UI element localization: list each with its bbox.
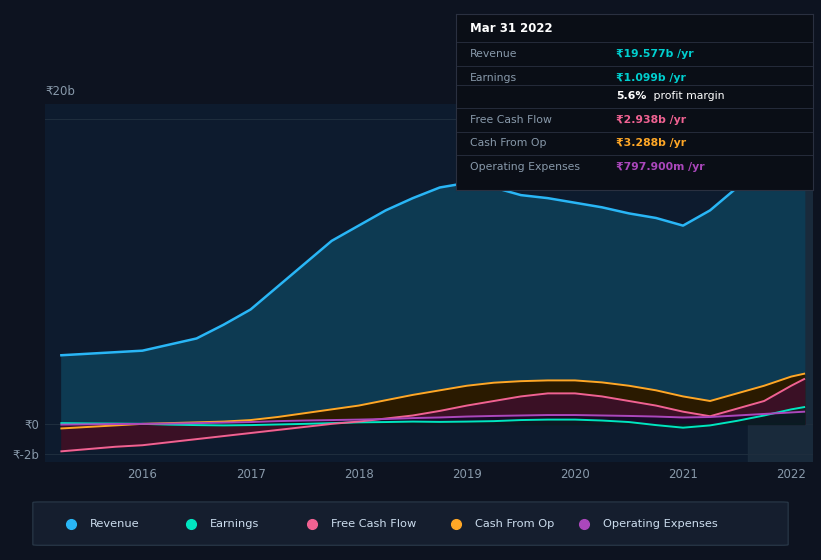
Text: 5.6%: 5.6% [617, 91, 647, 101]
Text: Revenue: Revenue [89, 519, 139, 529]
Text: ₹19.577b /yr: ₹19.577b /yr [617, 49, 694, 59]
Text: ₹3.288b /yr: ₹3.288b /yr [617, 138, 686, 148]
Text: Mar 31 2022: Mar 31 2022 [470, 22, 553, 35]
Text: ₹797.900m /yr: ₹797.900m /yr [617, 162, 705, 172]
Text: Operating Expenses: Operating Expenses [603, 519, 718, 529]
Text: Cash From Op: Cash From Op [470, 138, 547, 148]
Text: Revenue: Revenue [470, 49, 517, 59]
Text: Free Cash Flow: Free Cash Flow [331, 519, 416, 529]
Text: Operating Expenses: Operating Expenses [470, 162, 580, 172]
Text: Cash From Op: Cash From Op [475, 519, 554, 529]
Text: profit margin: profit margin [650, 91, 725, 101]
Text: Earnings: Earnings [210, 519, 259, 529]
Text: ₹20b: ₹20b [45, 85, 75, 98]
Text: ₹1.099b /yr: ₹1.099b /yr [617, 72, 686, 82]
Text: Free Cash Flow: Free Cash Flow [470, 115, 552, 125]
Bar [748, 104, 813, 462]
FancyBboxPatch shape [33, 502, 788, 545]
Text: Earnings: Earnings [470, 72, 517, 82]
Text: ₹2.938b /yr: ₹2.938b /yr [617, 115, 686, 125]
